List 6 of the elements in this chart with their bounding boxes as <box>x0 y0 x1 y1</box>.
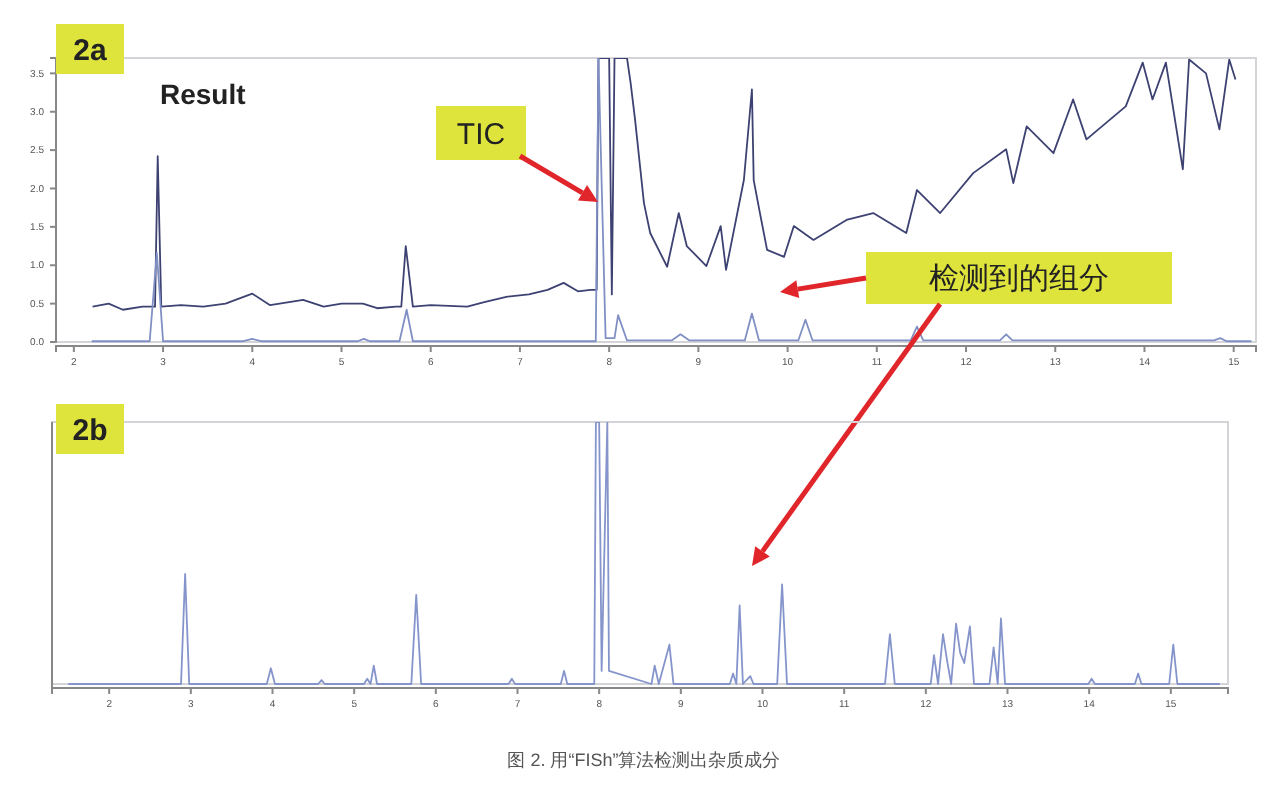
annotation: 检测到的组分 <box>929 262 1109 296</box>
caption: 图 2. 用“FISh”算法检测出杂质成分 <box>507 750 781 770</box>
chart-title: 2b <box>72 414 108 448</box>
text: Result <box>160 78 247 110</box>
annotation: TIC <box>456 118 506 152</box>
chart-title: 2a <box>73 34 108 68</box>
